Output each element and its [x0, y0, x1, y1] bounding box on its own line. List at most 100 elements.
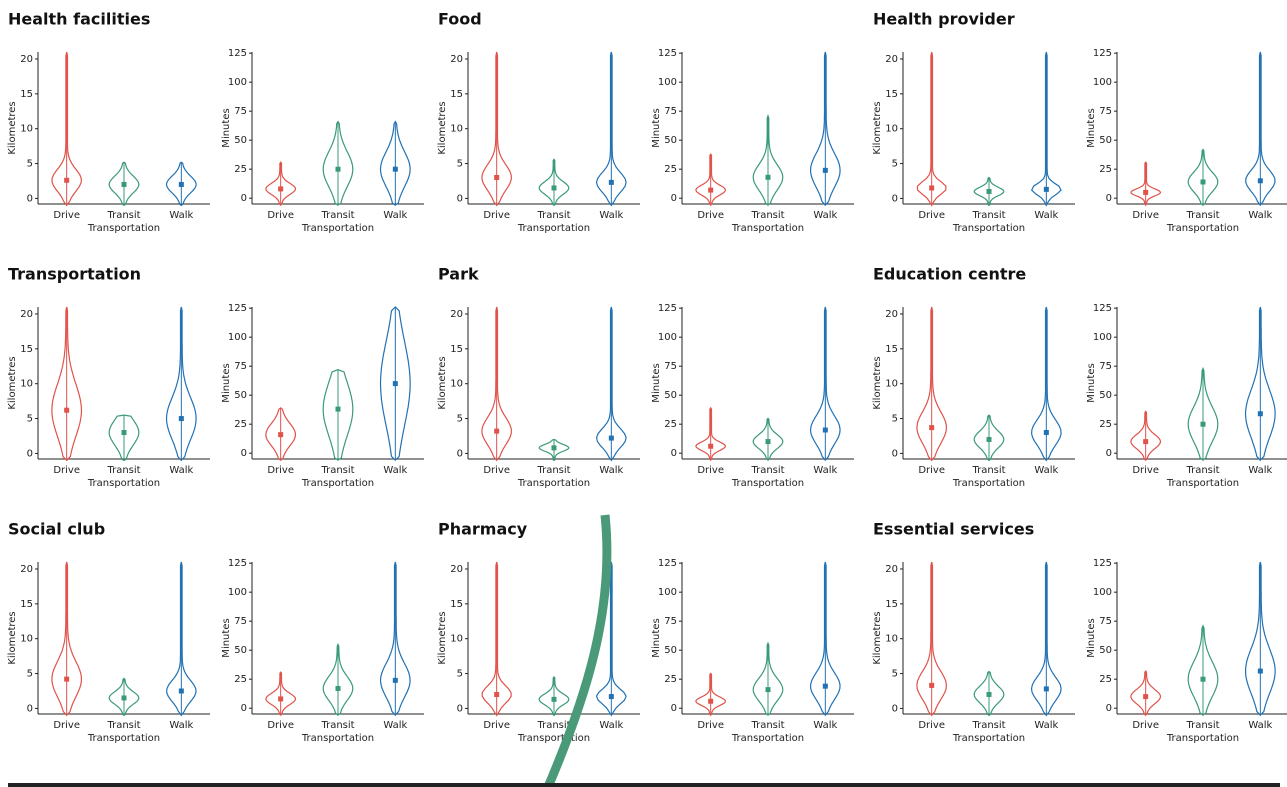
y-tick-label: 125	[1093, 558, 1112, 569]
violin	[322, 120, 354, 206]
y-tick-label: 75	[234, 361, 247, 372]
y-tick-label: 5	[27, 159, 33, 170]
violin	[695, 406, 727, 462]
y-tick-label: 100	[658, 332, 677, 343]
y-axis-label: Minutes	[651, 108, 662, 147]
y-tick-label: 5	[27, 669, 33, 680]
y-tick-label: 100	[228, 77, 247, 88]
y-tick-label: 15	[20, 89, 33, 100]
y-tick-label: 0	[671, 193, 677, 204]
x-tick-label: Drive	[697, 210, 724, 221]
y-tick-label: 0	[671, 703, 677, 714]
median-marker	[765, 687, 771, 693]
y-tick-label: 10	[885, 379, 898, 390]
x-tick-label: Drive	[1132, 720, 1159, 731]
x-tick-label: Drive	[1132, 465, 1159, 476]
x-tick-label: Drive	[53, 720, 80, 731]
x-tick-label: Walk	[169, 210, 193, 221]
y-tick-label: 0	[27, 448, 33, 459]
violin	[265, 671, 297, 717]
median-marker	[335, 685, 341, 691]
median-marker	[608, 179, 614, 185]
y-axis-label: Minutes	[1086, 618, 1097, 657]
x-tick-label: Transit	[1185, 210, 1219, 221]
median-marker	[551, 185, 557, 191]
median-marker	[986, 436, 992, 442]
y-tick-label: 5	[457, 669, 463, 680]
y-tick-label: 0	[457, 703, 463, 714]
y-tick-label: 20	[20, 54, 33, 65]
median-marker	[608, 435, 614, 441]
median-marker	[929, 682, 935, 688]
y-tick-label: 125	[1093, 303, 1112, 314]
y-tick-label: 0	[241, 448, 247, 459]
y-tick-label: 0	[1106, 703, 1112, 714]
x-tick-label: Walk	[1034, 465, 1058, 476]
y-tick-label: 15	[20, 344, 33, 355]
y-tick-label: 10	[450, 379, 463, 390]
median-marker	[121, 181, 127, 187]
x-tick-label: Transit	[106, 210, 140, 221]
y-tick-label: 75	[1099, 106, 1112, 117]
y-tick-label: 25	[664, 674, 677, 685]
y-tick-label: 50	[664, 390, 677, 401]
y-tick-label: 0	[892, 703, 898, 714]
y-tick-label: 50	[1099, 135, 1112, 146]
x-axis-label: Transportation	[517, 223, 590, 234]
y-tick-label: 25	[1099, 164, 1112, 175]
median-marker	[1143, 189, 1149, 195]
median-marker	[121, 430, 127, 436]
x-axis-label: Transportation	[87, 733, 160, 744]
y-axis-label: Kilometres	[7, 101, 18, 154]
y-tick-label: 50	[234, 390, 247, 401]
y-axis-label: Minutes	[221, 363, 232, 402]
median-marker	[1200, 179, 1206, 185]
x-tick-label: Walk	[813, 465, 837, 476]
x-tick-label: Transit	[320, 465, 354, 476]
y-tick-label: 20	[450, 309, 463, 320]
y-tick-label: 0	[241, 703, 247, 714]
y-tick-label: 100	[1093, 332, 1112, 343]
y-tick-label: 50	[664, 135, 677, 146]
y-tick-label: 75	[1099, 361, 1112, 372]
y-tick-label: 50	[234, 135, 247, 146]
median-marker	[64, 177, 70, 183]
y-tick-label: 125	[658, 48, 677, 59]
y-tick-label: 125	[228, 48, 247, 59]
y-tick-label: 15	[450, 89, 463, 100]
x-tick-label: Drive	[697, 465, 724, 476]
panel-title: Social club	[8, 520, 105, 539]
median-marker	[121, 695, 127, 701]
median-marker	[1143, 694, 1149, 700]
x-tick-label: Transit	[750, 720, 784, 731]
x-tick-label: Transit	[971, 465, 1005, 476]
violin	[973, 176, 1005, 207]
violin	[265, 161, 297, 207]
y-tick-label: 75	[234, 616, 247, 627]
median-marker	[335, 406, 341, 412]
x-axis-label: Transportation	[952, 733, 1025, 744]
median-marker	[1143, 439, 1149, 445]
y-axis-label: Kilometres	[437, 611, 448, 664]
x-axis-label: Transportation	[1166, 733, 1239, 744]
x-tick-label: Transit	[536, 465, 570, 476]
y-tick-label: 25	[1099, 419, 1112, 430]
y-tick-label: 20	[885, 309, 898, 320]
violin	[1130, 161, 1162, 207]
median-marker	[708, 443, 714, 449]
x-axis-label: Transportation	[301, 733, 374, 744]
x-tick-label: Walk	[383, 720, 407, 731]
median-marker	[986, 691, 992, 697]
x-tick-label: Drive	[53, 210, 80, 221]
y-tick-label: 0	[1106, 193, 1112, 204]
median-marker	[986, 188, 992, 194]
y-tick-label: 25	[234, 419, 247, 430]
y-tick-label: 5	[892, 669, 898, 680]
violin	[752, 641, 784, 716]
y-tick-label: 100	[1093, 587, 1112, 598]
y-tick-label: 25	[664, 164, 677, 175]
x-tick-label: Walk	[813, 720, 837, 731]
violin	[1187, 624, 1219, 716]
violin	[752, 113, 784, 206]
y-tick-label: 5	[892, 159, 898, 170]
